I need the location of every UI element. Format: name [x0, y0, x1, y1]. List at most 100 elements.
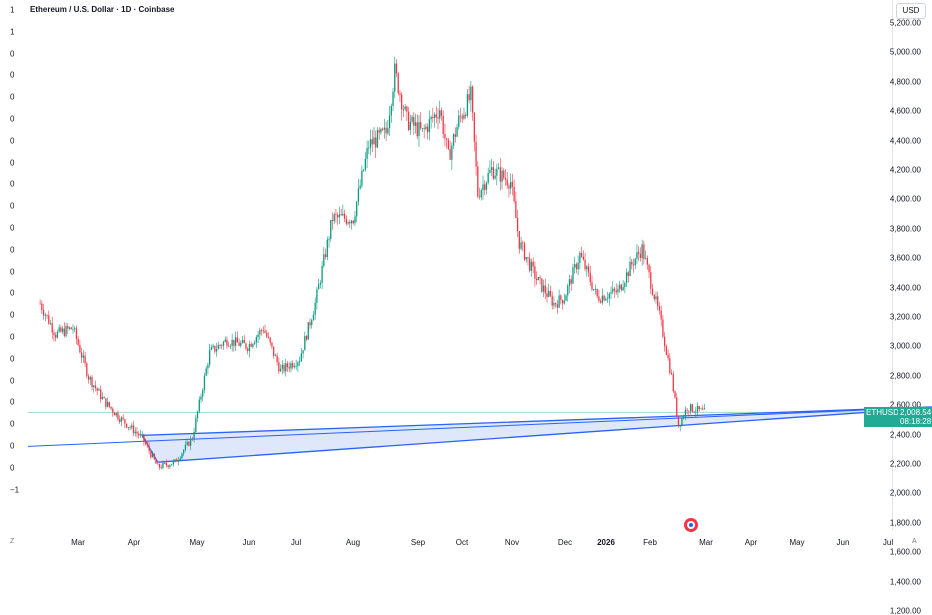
candle-body	[317, 284, 320, 290]
candle-body	[49, 323, 52, 325]
time-axis-label: May	[789, 538, 805, 547]
candle-body	[75, 328, 78, 339]
candle-body	[632, 264, 635, 266]
candle-body	[698, 406, 700, 410]
candle-body	[658, 306, 661, 311]
candle-body	[465, 114, 467, 116]
candle-body	[516, 218, 519, 232]
candle-body	[127, 427, 129, 428]
trend-line-drawing[interactable]	[27, 406, 932, 447]
candle-body	[388, 115, 391, 129]
candle-body	[406, 106, 408, 112]
currency-button[interactable]: USD	[896, 3, 926, 19]
candle-body	[184, 444, 187, 451]
candle-body	[48, 315, 50, 324]
candle-body	[574, 264, 576, 268]
left-axis-label: 0	[10, 70, 15, 80]
candle-body	[402, 109, 405, 111]
left-axis-label: 0	[10, 223, 15, 233]
candle-body	[196, 411, 199, 419]
candle-body	[131, 425, 133, 428]
price-axis[interactable]: 5,200.00 5,000.00 4,800.00 4,600.00 4,400.00…	[889, 0, 932, 615]
candle-body	[300, 353, 302, 362]
candle-body	[106, 401, 109, 407]
candle-body	[518, 231, 520, 249]
candle-body	[619, 284, 621, 289]
candle-body	[290, 363, 292, 369]
candle-body	[407, 111, 410, 131]
candle-body	[689, 404, 692, 412]
time-axis-label: 2026	[597, 538, 615, 547]
candle-body	[558, 295, 560, 308]
candle-body	[674, 391, 676, 398]
candle-body	[177, 459, 180, 462]
candle-body	[250, 343, 252, 347]
candle-body	[485, 182, 488, 190]
candle-body	[535, 278, 538, 281]
price-axis-label: 4,800.00	[889, 77, 921, 87]
candle-body	[286, 363, 289, 368]
candle-body	[328, 238, 330, 240]
candle-body	[352, 220, 354, 224]
candle-body	[468, 94, 470, 101]
candle-body	[228, 345, 230, 347]
auto-scale-toggle[interactable]: A	[912, 538, 917, 545]
candle-body	[646, 258, 648, 265]
candle-body	[93, 385, 95, 387]
candle-body	[144, 441, 147, 444]
chart-area[interactable]	[0, 0, 932, 550]
candle-body	[477, 166, 479, 197]
candle-body	[413, 116, 415, 126]
candle-body	[484, 184, 486, 190]
candle-body	[587, 266, 590, 273]
candle-body	[298, 361, 301, 363]
left-axis-label: 0	[10, 114, 15, 124]
time-axis-label: May	[189, 538, 205, 547]
triangle-pattern-drawing[interactable]	[141, 406, 932, 463]
candle-body	[266, 332, 268, 337]
left-axis[interactable]: 1 1 0 0 0 0 0 0 0 0 0 0 0 0 0 0 0 0 0 0 0 0 −1	[0, 0, 26, 530]
candle-body	[58, 327, 60, 332]
candle-body	[347, 222, 349, 224]
candle-body	[257, 334, 259, 338]
left-axis-label: 0	[10, 354, 15, 364]
candle-body	[169, 465, 171, 467]
candle-body	[224, 339, 226, 342]
price-axis-label: 5,000.00	[889, 47, 921, 57]
candle-body	[279, 368, 282, 372]
candle-body	[221, 345, 223, 347]
time-axis-label: Mar	[71, 538, 85, 547]
zoom-toggle[interactable]: Z	[10, 538, 15, 545]
candle-body	[606, 298, 609, 300]
candle-body	[188, 441, 190, 446]
candle-body	[572, 267, 574, 284]
candle-body	[186, 441, 188, 445]
candle-body	[200, 396, 202, 400]
candle-body	[496, 168, 498, 176]
left-axis-label: 0	[10, 310, 15, 320]
candle-body	[158, 464, 161, 468]
candle-body	[560, 295, 562, 300]
candle-body	[534, 266, 536, 279]
candle-body	[323, 254, 325, 266]
candle-body	[39, 303, 41, 305]
candle-body	[273, 346, 275, 356]
us-flag-event-icon[interactable]	[684, 518, 698, 532]
candle-body	[567, 285, 569, 296]
left-axis-label: 0	[10, 376, 15, 386]
candle-body	[627, 272, 629, 277]
candle-body	[283, 364, 285, 372]
candle-body	[679, 425, 681, 427]
left-axis-label: 0	[10, 158, 15, 168]
candle-body	[362, 169, 365, 171]
candle-body	[376, 130, 379, 148]
candle-body	[150, 451, 152, 458]
price-chart[interactable]	[0, 0, 932, 550]
candle-body	[335, 214, 337, 216]
candle-body	[622, 287, 624, 291]
candle-body	[129, 427, 131, 428]
candle-body	[155, 459, 157, 464]
candle-body	[553, 303, 555, 306]
last-price-tag: 2,008.54 08:18:28	[898, 407, 932, 427]
candle-body	[120, 417, 123, 422]
